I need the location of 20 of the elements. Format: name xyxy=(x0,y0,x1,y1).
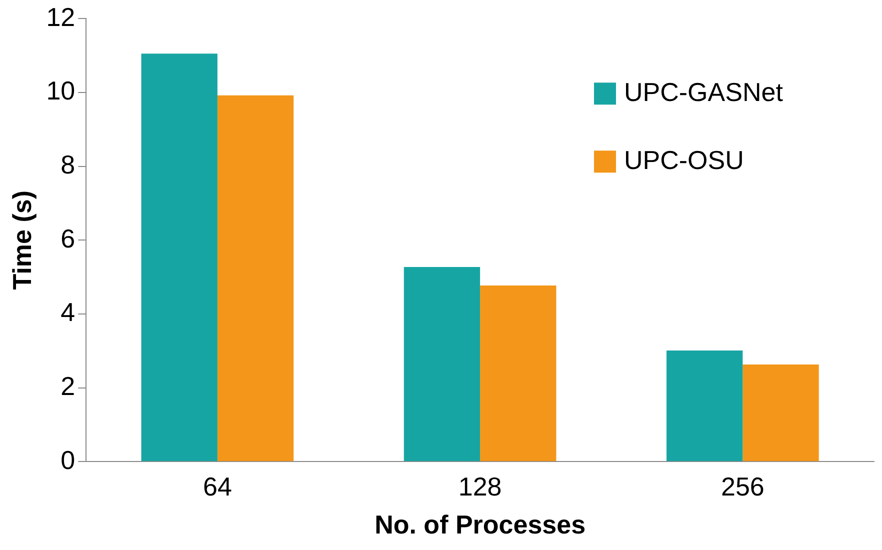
x-tick-label: 64 xyxy=(202,471,232,502)
y-tick-label: 0 xyxy=(60,444,76,475)
y-tick-label: 2 xyxy=(60,370,76,401)
y-tick-label: 6 xyxy=(60,223,76,254)
legend-label: UPC-GASNet xyxy=(624,76,784,107)
bar xyxy=(141,54,218,462)
y-axis-title: Time (s) xyxy=(6,190,37,290)
y-tick-label: 4 xyxy=(60,297,76,328)
bar xyxy=(666,350,743,462)
bar xyxy=(217,95,294,462)
x-tick-label: 128 xyxy=(458,471,502,502)
bar xyxy=(404,267,480,462)
bar xyxy=(742,364,819,462)
y-tick-label: 12 xyxy=(46,2,76,32)
y-tick-label: 8 xyxy=(60,149,76,180)
x-tick-label: 256 xyxy=(720,471,764,502)
x-axis-title: No. of Processes xyxy=(374,510,586,540)
bar xyxy=(480,286,556,462)
legend-label: UPC-OSU xyxy=(624,144,744,175)
y-tick-label: 10 xyxy=(46,76,76,106)
